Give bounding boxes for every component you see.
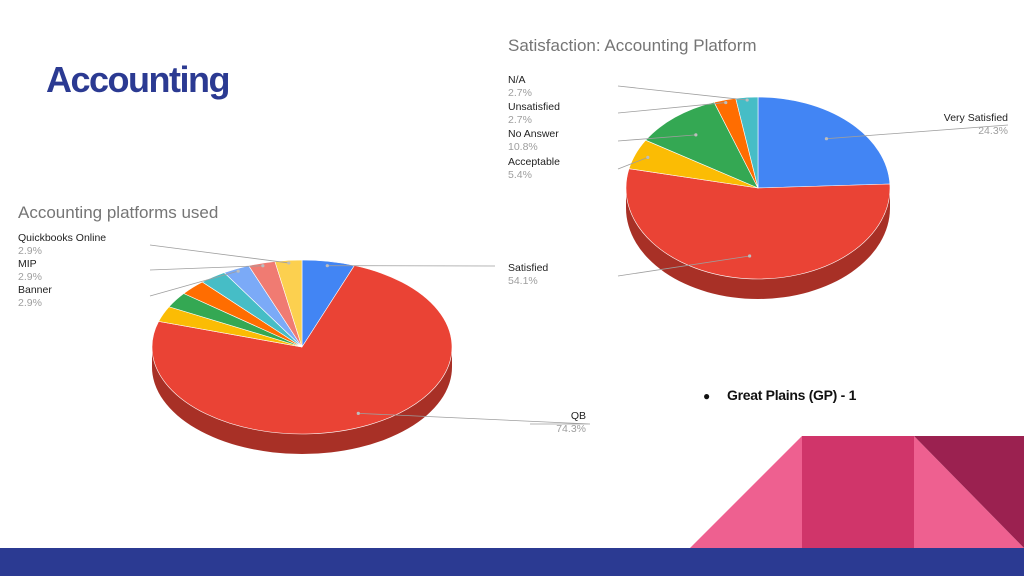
chart-title-satisfaction: Satisfaction: Accounting Platform — [508, 36, 757, 55]
deco-light-pink-left — [690, 436, 802, 548]
leader-dot-3 — [356, 411, 360, 415]
leader-dot-0 — [745, 98, 749, 102]
label-percent: 2.7% — [508, 114, 532, 126]
label-acceptable: Acceptable 5.4% — [508, 156, 560, 182]
label-name: No Answer — [508, 128, 559, 140]
label-name: N/A — [508, 74, 526, 86]
leader-line-2 — [617, 134, 696, 142]
leader-dot-4 — [824, 137, 829, 141]
leader-line-3 — [617, 157, 648, 170]
label-name: QB — [570, 410, 586, 422]
label-name: Satisfied — [508, 262, 549, 274]
label-quickbooks-online: Quickbooks Online 2.9% — [18, 232, 106, 258]
decorative-triangles — [690, 436, 1024, 548]
pie-slice-very-satisfied-0 — [757, 96, 891, 189]
label-name: Unsatisfied — [508, 101, 560, 113]
label-satisfied: Satisfied 54.1% — [508, 262, 548, 288]
pie-side-qb-1 — [152, 347, 452, 454]
label-percent: 2.7% — [508, 87, 532, 99]
leader-line-3 — [358, 412, 591, 425]
leader-dot-3 — [646, 155, 650, 159]
label-percent: 2.9% — [18, 271, 42, 283]
pie-side-satisfied-1 — [626, 188, 890, 299]
leader-dot-2 — [236, 269, 240, 273]
label-name: Quickbooks Online — [18, 232, 107, 244]
label-percent: 2.9% — [18, 245, 42, 257]
label-percent: 74.3% — [556, 423, 586, 435]
bullet-text: Great Plains (GP) - 1 — [727, 387, 857, 403]
label-percent: 54.1% — [508, 275, 538, 287]
label-mip: MIP 2.9% — [18, 258, 42, 284]
label-name: Banner — [18, 284, 52, 296]
label-unsatisfied: Unsatisfied 2.7% — [508, 101, 560, 127]
leader-line-0 — [149, 244, 289, 264]
slide-title: Accounting — [46, 59, 230, 100]
label-na: N/A 2.7% — [508, 74, 532, 100]
deco-dark-corner — [914, 436, 1024, 548]
label-name: Very Satisfied — [943, 112, 1008, 124]
leader-dot-5 — [748, 254, 752, 258]
leader-line-1 — [617, 102, 726, 114]
leader-line-5 — [617, 255, 750, 277]
label-name: MIP — [18, 258, 37, 270]
label-qb: QB 74.3% — [530, 410, 586, 436]
leader-dot-2 — [694, 133, 698, 137]
bullet-great-plains: ● Great Plains (GP) - 1 — [703, 387, 856, 403]
leader-line-0 — [617, 85, 748, 101]
label-name: Acceptable — [508, 156, 560, 168]
deco-magenta-block — [802, 436, 914, 548]
label-banner: Banner 2.9% — [18, 284, 52, 310]
leader-line-4 — [826, 124, 1009, 140]
label-percent: 24.3% — [978, 125, 1008, 137]
leader-line-2 — [149, 270, 239, 297]
bullet-dot: ● — [703, 389, 710, 403]
chart-title-platforms: Accounting platforms used — [18, 203, 219, 222]
pie-slice-qb-1 — [151, 265, 453, 435]
leader-dot-0 — [287, 261, 291, 265]
label-no-answer: No Answer 10.8% — [508, 128, 559, 154]
leader-dot-4 — [325, 264, 329, 268]
leader-line-1 — [149, 265, 263, 271]
bottom-bar — [0, 548, 1024, 576]
pie-slice-n-a-5 — [735, 96, 759, 189]
label-percent: 10.8% — [508, 141, 538, 153]
leader-dot-1 — [261, 264, 265, 268]
label-very-satisfied: Very Satisfied 24.3% — [920, 112, 1008, 138]
pie-slice-satisfied-1 — [625, 168, 891, 280]
label-percent: 5.4% — [508, 169, 532, 181]
label-percent: 2.9% — [18, 297, 42, 309]
leader-dot-1 — [724, 100, 728, 105]
